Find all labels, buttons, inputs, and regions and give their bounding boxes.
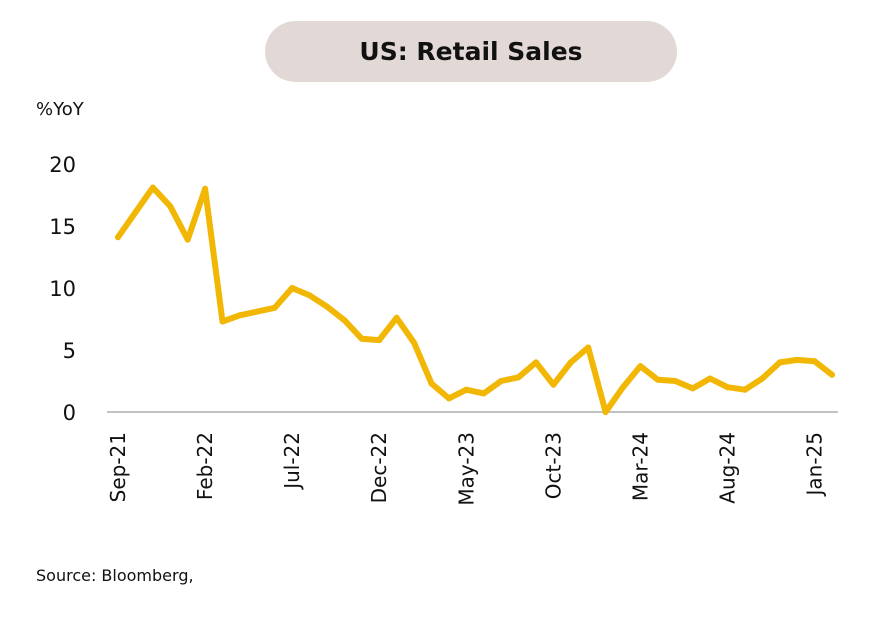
data-point	[115, 234, 121, 241]
data-point	[498, 378, 505, 384]
data-point	[428, 380, 435, 387]
data-point	[776, 359, 783, 366]
y-tick-label: 5	[63, 339, 76, 363]
data-point	[411, 339, 417, 346]
x-tick-label: Jan-25	[803, 432, 827, 498]
data-point	[132, 209, 139, 216]
data-point	[358, 335, 365, 342]
series-points	[115, 184, 835, 415]
y-tick-label: 15	[49, 215, 76, 239]
data-point	[167, 203, 174, 210]
x-tick-label: May-23	[454, 432, 478, 506]
series-line-retail-sales	[115, 184, 835, 415]
x-tick-label: Oct-23	[541, 432, 565, 499]
data-point	[811, 358, 818, 365]
x-tick-label: Mar-24	[628, 432, 652, 501]
data-point	[480, 390, 487, 397]
x-axis-ticks: Sep-21 Feb-22 Jul-22 Dec-22 May-23 Oct-23 Mar-…	[106, 432, 827, 506]
data-point	[724, 384, 731, 391]
data-point	[289, 285, 296, 291]
data-point	[184, 236, 191, 243]
data-point	[741, 386, 748, 393]
data-point	[202, 185, 209, 192]
source-note: Source: Bloomberg,	[36, 566, 194, 585]
data-point	[149, 184, 156, 191]
x-tick-label: Jul-22	[280, 432, 304, 491]
data-point	[236, 312, 243, 319]
y-axis-ticks: 0 5 10 15 20	[49, 153, 76, 425]
data-point	[654, 376, 661, 383]
x-tick-label: Feb-22	[193, 432, 217, 500]
data-point	[794, 356, 801, 363]
data-point	[550, 381, 557, 388]
data-point	[445, 395, 452, 402]
data-point	[341, 317, 348, 324]
data-point	[567, 359, 574, 366]
data-point	[620, 384, 626, 391]
x-tick-label: Aug-24	[716, 432, 740, 504]
data-point	[254, 308, 261, 315]
data-point	[585, 344, 592, 351]
data-point	[306, 292, 313, 299]
data-point	[707, 375, 714, 382]
y-axis-unit-label: %YoY	[36, 99, 85, 120]
y-tick-label: 10	[49, 277, 76, 301]
data-point	[759, 375, 766, 382]
data-point	[602, 409, 609, 415]
data-point	[689, 385, 696, 392]
data-point	[672, 378, 679, 384]
x-tick-label: Sep-21	[106, 432, 130, 502]
data-point	[533, 359, 539, 366]
data-point	[515, 374, 522, 381]
y-tick-label: 0	[63, 401, 76, 425]
data-point	[829, 371, 835, 378]
y-tick-label: 20	[49, 153, 76, 177]
x-tick-label: Dec-22	[367, 432, 391, 503]
chart-title-pill: US: Retail Sales	[265, 21, 677, 82]
data-point	[271, 304, 278, 311]
data-point	[219, 318, 226, 325]
chart-title: US: Retail Sales	[359, 37, 583, 66]
data-point	[393, 314, 400, 321]
data-point	[463, 386, 470, 393]
data-point	[324, 303, 330, 310]
data-point	[376, 337, 383, 344]
data-point	[637, 363, 644, 370]
